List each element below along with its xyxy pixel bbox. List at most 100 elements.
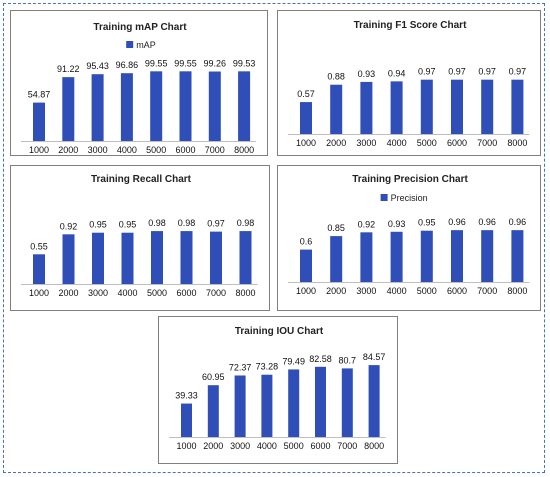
x-tick-label: 6000 <box>310 441 330 451</box>
data-label: 82.58 <box>309 354 332 364</box>
data-label: 99.26 <box>204 59 227 69</box>
x-tick-label: 8000 <box>507 286 527 296</box>
chart-title: Training IOU Chart <box>235 326 324 337</box>
chart-title: Training mAP Chart <box>93 22 187 33</box>
data-label: 0.97 <box>448 67 466 77</box>
iou-chart: Training IOU Chart 39.33 1000 60.95 2000 72.3… <box>169 326 386 451</box>
bar <box>315 366 326 437</box>
bar <box>330 236 343 282</box>
data-label: 0.92 <box>60 221 78 231</box>
data-label: 0.98 <box>178 218 196 228</box>
x-tick-label: 1000 <box>296 138 316 148</box>
x-tick-label: 1000 <box>29 145 49 155</box>
data-label: 0.92 <box>358 219 376 229</box>
bar <box>62 77 75 141</box>
bar <box>91 74 104 141</box>
data-label: 80.7 <box>339 355 357 365</box>
bar <box>179 71 192 141</box>
data-label: 0.98 <box>237 218 255 228</box>
data-label: 95.43 <box>86 61 109 71</box>
recall-chart-panel: Training Recall Chart 0.55 1000 0.92 2000 0.9… <box>10 165 270 311</box>
x-tick-label: 2000 <box>203 441 223 451</box>
bar <box>120 73 133 141</box>
map-chart: Training mAP Chart mAP 54.87 1000 91.22 2000 9… <box>21 22 257 155</box>
bar <box>300 249 312 282</box>
chart-legend: mAP <box>126 40 156 50</box>
bar <box>330 84 343 134</box>
bar <box>481 79 494 134</box>
bar <box>33 102 45 141</box>
x-tick-label: 5000 <box>417 138 437 148</box>
x-tick-label: 2000 <box>58 288 78 298</box>
data-label: 91.22 <box>57 64 80 74</box>
chart-title: Training F1 Score Chart <box>354 20 467 31</box>
bar <box>390 231 403 282</box>
data-label: 99.53 <box>233 58 256 68</box>
data-label: 0.97 <box>478 67 496 77</box>
precision-chart: Training Precision Chart Precision 0.6 1000… <box>288 174 530 296</box>
x-tick-label: 2000 <box>326 138 346 148</box>
data-label: 0.85 <box>327 223 345 233</box>
data-label: 0.95 <box>89 220 107 230</box>
data-label: 73.28 <box>256 362 279 372</box>
x-tick-label: 4000 <box>117 145 137 155</box>
x-tick-label: 7000 <box>477 286 497 296</box>
bar <box>360 81 373 134</box>
bar <box>261 374 273 437</box>
bar <box>210 231 222 284</box>
x-tick-label: 3000 <box>88 288 108 298</box>
recall-chart: Training Recall Chart 0.55 1000 0.92 2000 0.9… <box>21 174 258 298</box>
x-tick-label: 3000 <box>88 145 108 155</box>
bar <box>481 230 494 282</box>
bar <box>360 232 373 282</box>
chart-legend: Precision <box>380 193 428 203</box>
x-tick-label: 4000 <box>387 138 407 148</box>
bar <box>511 79 524 134</box>
chart-title: Training Precision Chart <box>352 174 468 185</box>
data-label: 0.94 <box>388 68 406 78</box>
bar <box>33 254 45 284</box>
x-tick-label: 8000 <box>235 288 255 298</box>
data-label: 0.96 <box>448 217 466 227</box>
data-label: 96.86 <box>116 60 139 70</box>
bar <box>234 375 246 437</box>
x-tick-label: 4000 <box>257 441 277 451</box>
x-tick-label: 2000 <box>326 286 346 296</box>
bar <box>390 81 403 134</box>
data-label: 0.96 <box>478 217 496 227</box>
x-tick-label: 8000 <box>507 138 527 148</box>
x-tick-label: 3000 <box>356 138 376 148</box>
data-label: 0.55 <box>30 241 48 251</box>
x-tick-label: 5000 <box>284 441 304 451</box>
bar <box>181 403 192 437</box>
legend-label: Precision <box>391 193 428 203</box>
x-tick-label: 4000 <box>117 288 137 298</box>
bar <box>300 102 312 134</box>
x-tick-label: 5000 <box>146 145 166 155</box>
x-tick-label: 6000 <box>176 288 196 298</box>
data-label: 84.57 <box>363 352 386 362</box>
x-tick-label: 8000 <box>364 441 384 451</box>
bar <box>150 71 163 141</box>
data-label: 0.97 <box>418 67 436 77</box>
f1-chart: Training F1 Score Chart 0.57 1000 0.88 2000 0… <box>288 20 530 148</box>
data-label: 0.95 <box>418 218 436 228</box>
legend-swatch <box>380 194 388 201</box>
data-label: 0.97 <box>509 67 527 77</box>
data-label: 60.95 <box>202 372 225 382</box>
bar <box>511 230 524 282</box>
data-label: 39.33 <box>175 391 198 401</box>
data-label: 0.98 <box>148 218 166 228</box>
x-tick-label: 7000 <box>337 441 357 451</box>
data-label: 54.87 <box>28 90 51 100</box>
bar <box>420 230 433 282</box>
legend-label: mAP <box>136 40 156 50</box>
data-label: 0.6 <box>300 237 313 247</box>
map-chart-panel: Training mAP Chart mAP 54.87 1000 91.22 2000 9… <box>10 10 268 156</box>
x-tick-label: 3000 <box>356 286 376 296</box>
x-tick-label: 5000 <box>417 286 437 296</box>
data-label: 0.97 <box>207 219 225 229</box>
bar <box>62 234 75 284</box>
data-label: 0.95 <box>119 220 137 230</box>
bar <box>180 231 193 284</box>
